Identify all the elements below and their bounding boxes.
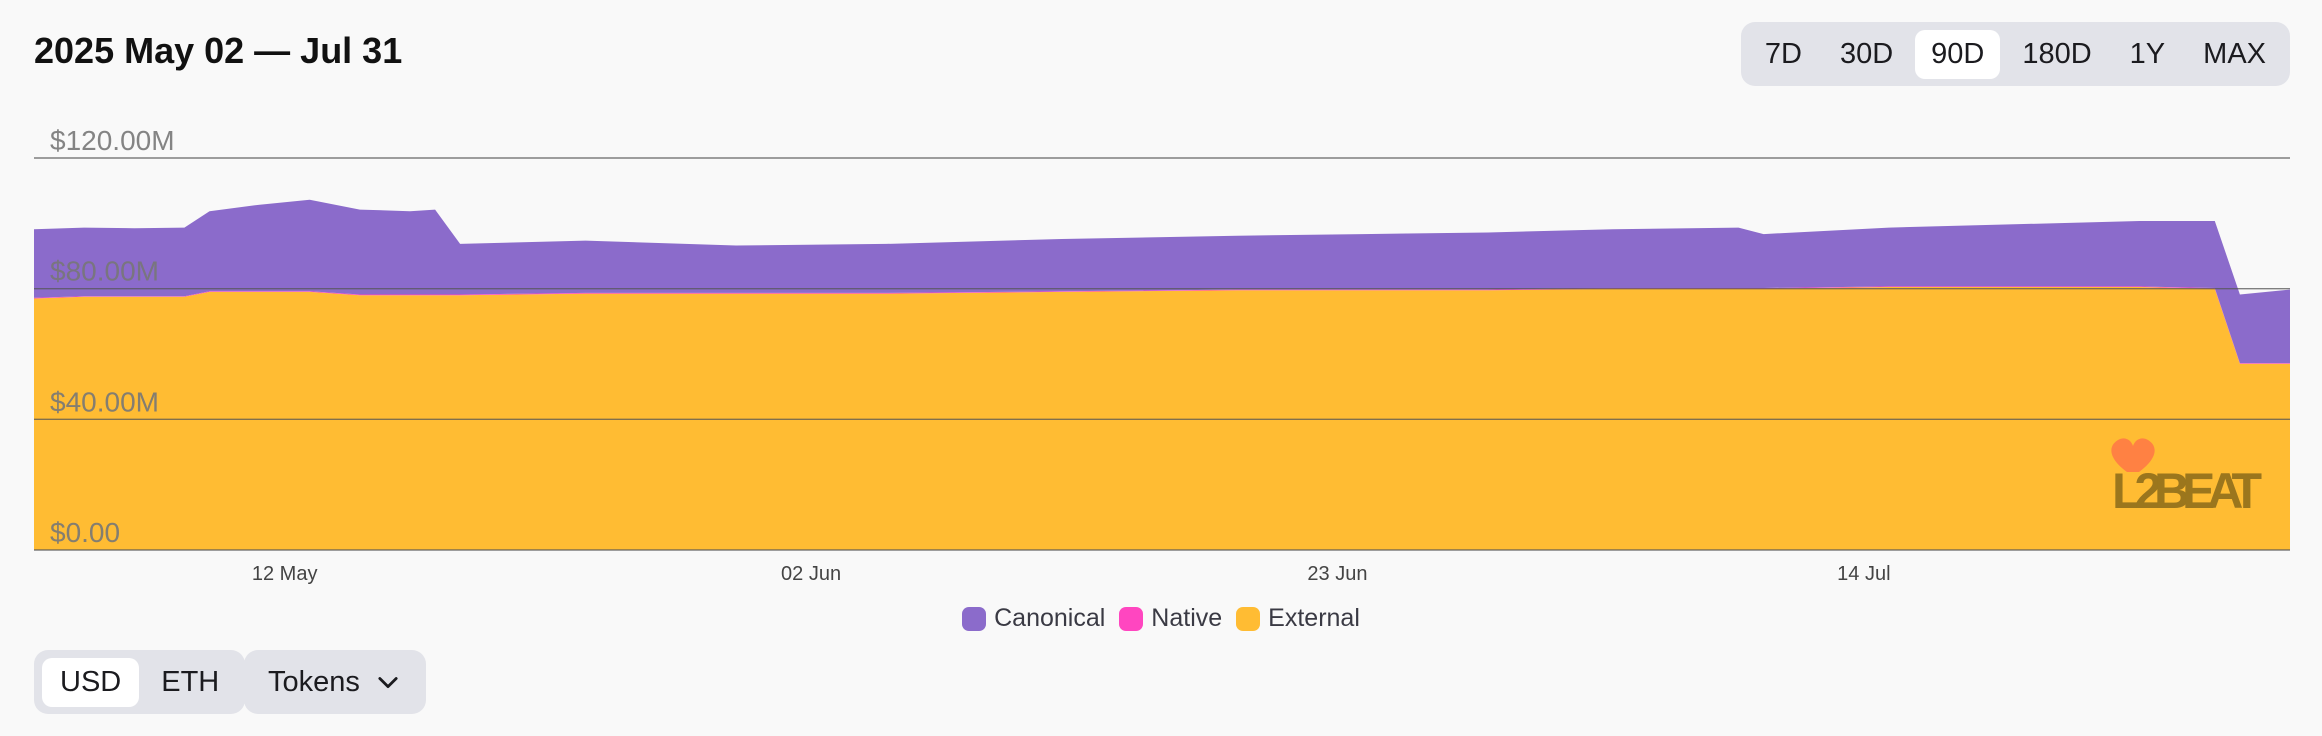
currency-toggle: USD ETH <box>34 650 246 714</box>
tokens-dropdown[interactable]: Tokens <box>244 650 426 714</box>
legend-swatch-native <box>1119 606 1144 631</box>
area-external <box>34 287 2290 550</box>
legend-item-canonical[interactable]: Canonical <box>962 604 1105 633</box>
y-tick-label: $40.00M <box>50 386 159 417</box>
legend-swatch-canonical <box>962 606 987 631</box>
range-180d-button[interactable]: 180D <box>2022 37 2092 70</box>
x-tick-label: 02 Jun <box>781 563 841 585</box>
chart-legend: Canonical Native External <box>0 604 2322 633</box>
chevron-down-icon <box>378 677 398 689</box>
legend-item-native[interactable]: Native <box>1119 604 1222 633</box>
legend-item-external[interactable]: External <box>1236 604 1360 633</box>
range-7d-button[interactable]: 7D <box>1764 37 1802 70</box>
x-tick-label: 12 May <box>252 563 318 585</box>
tokens-label: Tokens <box>268 665 360 698</box>
range-1y-button[interactable]: 1Y <box>2129 37 2166 70</box>
legend-swatch-external <box>1236 606 1261 631</box>
legend-label-external: External <box>1268 604 1360 632</box>
x-tick-label: 14 Jul <box>1837 563 1890 585</box>
eth-button[interactable]: ETH <box>161 665 220 698</box>
range-90d-button[interactable]: 90D <box>1915 29 2001 79</box>
y-tick-label: $120.00M <box>50 125 175 156</box>
legend-label-canonical: Canonical <box>994 604 1106 632</box>
page-title: 2025 May 02 — Jul 31 <box>34 30 403 71</box>
area-canonical <box>34 199 2290 364</box>
l2beat-logo: L2BEAT <box>2111 438 2262 519</box>
legend-label-native: Native <box>1151 604 1223 632</box>
time-range-selector: 7D 30D 90D 180D 1Y MAX <box>1740 22 2290 86</box>
x-tick-label: 23 Jun <box>1307 563 1367 585</box>
y-tick-label: $80.00M <box>50 256 159 287</box>
usd-button[interactable]: USD <box>42 657 140 707</box>
svg-text:L2BEAT: L2BEAT <box>2112 463 2262 519</box>
range-30d-button[interactable]: 30D <box>1839 37 1894 70</box>
y-tick-label: $0.00 <box>50 517 120 548</box>
range-max-button[interactable]: MAX <box>2203 37 2266 70</box>
chart-area[interactable]: $0.00 $40.00M $80.00M $120.00M 12 May 02 Jun 2… <box>0 0 2322 600</box>
